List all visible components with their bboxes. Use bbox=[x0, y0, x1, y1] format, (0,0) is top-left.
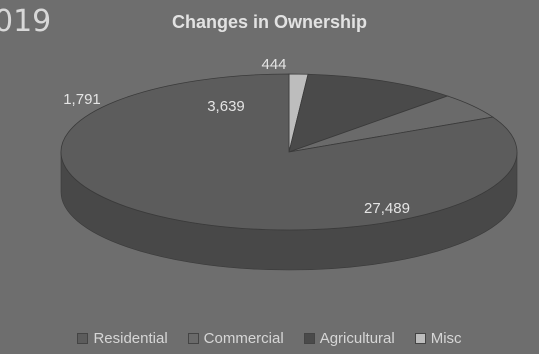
legend-item-agricultural: Agricultural bbox=[303, 330, 395, 347]
data-label-residential: 27,489 bbox=[364, 200, 410, 217]
legend-label: Commercial bbox=[203, 330, 284, 347]
chart-legend: Residential Commercial Agricultural Misc bbox=[0, 330, 539, 347]
chart-title: Changes in Ownership bbox=[171, 12, 368, 32]
data-label-misc: 444 bbox=[261, 56, 286, 73]
pie-slice-residential bbox=[60, 73, 518, 231]
legend-item-misc: Misc bbox=[414, 330, 462, 347]
year-fragment: 019 bbox=[0, 4, 52, 39]
legend-label: Misc bbox=[430, 330, 462, 347]
legend-swatch bbox=[187, 333, 199, 344]
legend-swatch bbox=[414, 333, 426, 344]
legend-item-residential: Residential bbox=[77, 330, 168, 347]
legend-label: Agricultural bbox=[319, 330, 395, 347]
legend-label: Residential bbox=[93, 330, 168, 347]
pie-slice-agricultural bbox=[288, 73, 449, 153]
data-label-agricultural: 3,639 bbox=[207, 98, 245, 115]
legend-swatch bbox=[77, 333, 89, 344]
legend-swatch bbox=[303, 333, 315, 344]
data-label-commercial: 1,791 bbox=[63, 91, 101, 108]
legend-item-commercial: Commercial bbox=[187, 330, 284, 347]
